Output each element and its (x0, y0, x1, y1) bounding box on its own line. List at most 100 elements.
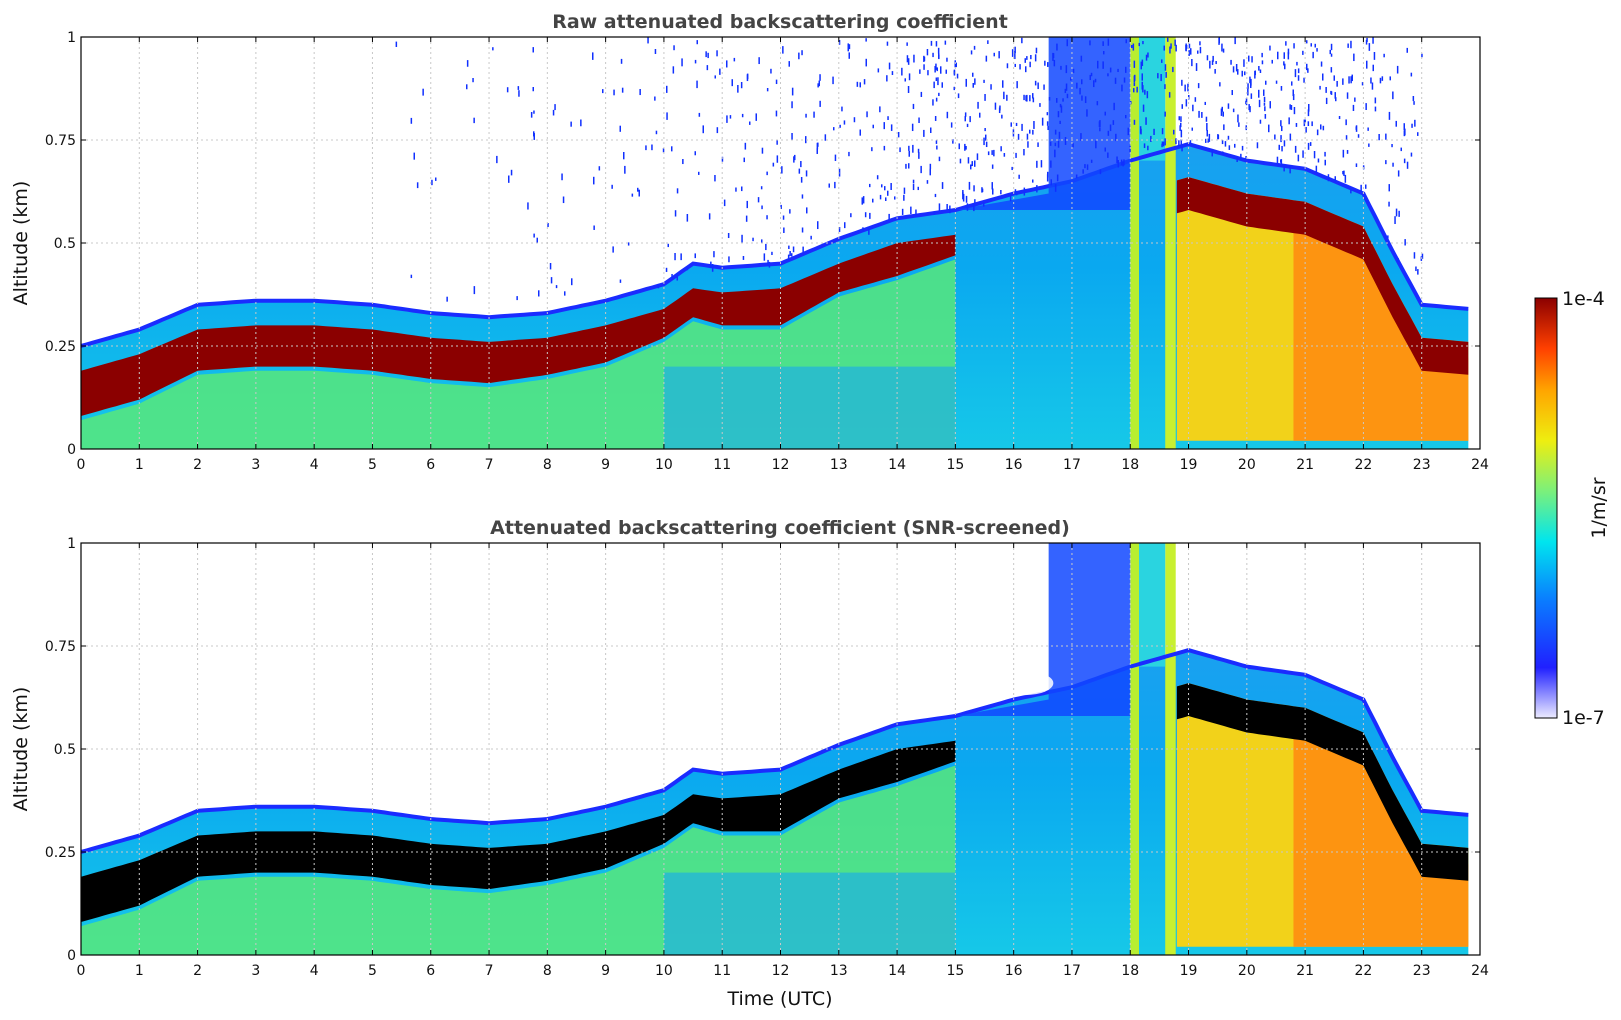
noise-pixel (763, 253, 766, 261)
noise-pixel (992, 188, 994, 195)
noise-pixel (1302, 50, 1304, 55)
noise-pixel (1054, 129, 1057, 135)
noise-pixel (1010, 122, 1012, 127)
noise-pixel (985, 134, 987, 141)
noise-pixel (592, 52, 594, 60)
x-tick-label: 22 (1355, 963, 1373, 979)
noise-pixel (1086, 164, 1089, 170)
y-tick-label: 0 (67, 442, 76, 458)
noise-pixel (819, 74, 821, 81)
noise-pixel (917, 148, 920, 153)
noise-pixel (705, 51, 707, 58)
noise-pixel (1413, 101, 1415, 105)
noise-pixel (1157, 73, 1159, 79)
noise-pixel (1271, 59, 1273, 64)
noise-pixel (1414, 119, 1416, 127)
noise-pixel (1330, 67, 1333, 73)
noise-pixel (1178, 140, 1180, 147)
noise-pixel (1057, 111, 1060, 118)
noise-pixel (1164, 64, 1167, 71)
x-tick-label: 9 (601, 963, 610, 979)
noise-pixel (1250, 78, 1252, 86)
noise-pixel (816, 148, 818, 154)
y-tick-label: 0 (67, 948, 76, 964)
noise-pixel (801, 194, 804, 199)
noise-pixel (1320, 61, 1323, 67)
noise-pixel (918, 117, 920, 124)
noise-pixel (1400, 147, 1402, 152)
noise-pixel (1144, 89, 1146, 95)
noise-pixel (1212, 55, 1214, 62)
noise-pixel (1129, 145, 1131, 154)
noise-pixel (593, 176, 595, 185)
noise-pixel (1189, 140, 1192, 144)
noise-pixel (1404, 239, 1406, 246)
noise-pixel (593, 225, 595, 230)
noise-pixel (991, 164, 994, 169)
noise-pixel (1237, 69, 1239, 75)
noise-pixel (941, 182, 944, 189)
noise-pixel (923, 56, 926, 62)
noise-pixel (743, 157, 745, 163)
noise-pixel (1289, 104, 1291, 110)
noise-pixel (758, 57, 760, 65)
noise-pixel (864, 212, 867, 218)
noise-pixel (1082, 169, 1084, 174)
noise-pixel (1197, 50, 1199, 54)
noise-pixel (1350, 76, 1352, 84)
noise-pixel (794, 154, 796, 161)
noise-pixel (910, 206, 912, 215)
noise-pixel (1293, 43, 1295, 49)
noise-pixel (1109, 124, 1112, 132)
noise-pixel (1324, 159, 1326, 166)
noise-pixel (1283, 140, 1286, 147)
noise-pixel (1079, 87, 1081, 95)
noise-pixel (1269, 101, 1271, 109)
noise-pixel (698, 112, 701, 117)
noise-pixel (1034, 54, 1037, 62)
noise-pixel (955, 62, 957, 68)
noise-pixel (665, 267, 668, 272)
noise-pixel (1207, 138, 1209, 143)
noise-pixel (1113, 102, 1115, 111)
noise-pixel (639, 89, 641, 96)
noise-pixel (789, 251, 791, 257)
noise-pixel (962, 193, 965, 202)
noise-pixel (1136, 86, 1138, 93)
noise-pixel (1395, 120, 1397, 127)
noise-pixel (908, 163, 910, 169)
x-tick-label: 0 (77, 457, 86, 473)
noise-pixel (1190, 48, 1192, 55)
noise-pixel (1035, 47, 1038, 54)
noise-pixel (1317, 158, 1320, 163)
noise-pixel (1334, 92, 1336, 99)
noise-pixel (657, 284, 660, 289)
noise-pixel (723, 199, 726, 207)
noise-pixel (1181, 104, 1183, 109)
noise-pixel (1014, 46, 1016, 54)
noise-pixel (887, 116, 889, 121)
noise-pixel (1353, 53, 1355, 62)
noise-pixel (915, 209, 917, 215)
noise-pixel (999, 105, 1001, 111)
noise-pixel (1133, 88, 1135, 93)
noise-pixel (1142, 104, 1145, 112)
noise-pixel (923, 129, 925, 137)
noise-pixel (770, 68, 772, 74)
noise-pixel (1366, 60, 1368, 69)
noise-pixel (1123, 159, 1125, 166)
noise-pixel (1392, 91, 1394, 100)
noise-pixel (672, 66, 675, 74)
noise-pixel (562, 196, 565, 204)
noise-pixel (800, 177, 803, 183)
noise-pixel (1403, 158, 1406, 164)
noise-pixel (993, 149, 995, 157)
noise-pixel (776, 140, 778, 145)
y-tick-labels: 0 0.25 0.5 0.75 1 (45, 536, 1480, 964)
noise-pixel (696, 80, 698, 89)
noise-pixel (552, 109, 555, 116)
noise-pixel (1109, 67, 1112, 73)
noise-pixel (1247, 88, 1249, 96)
noise-pixel (729, 115, 732, 119)
noise-pixel (624, 165, 626, 174)
